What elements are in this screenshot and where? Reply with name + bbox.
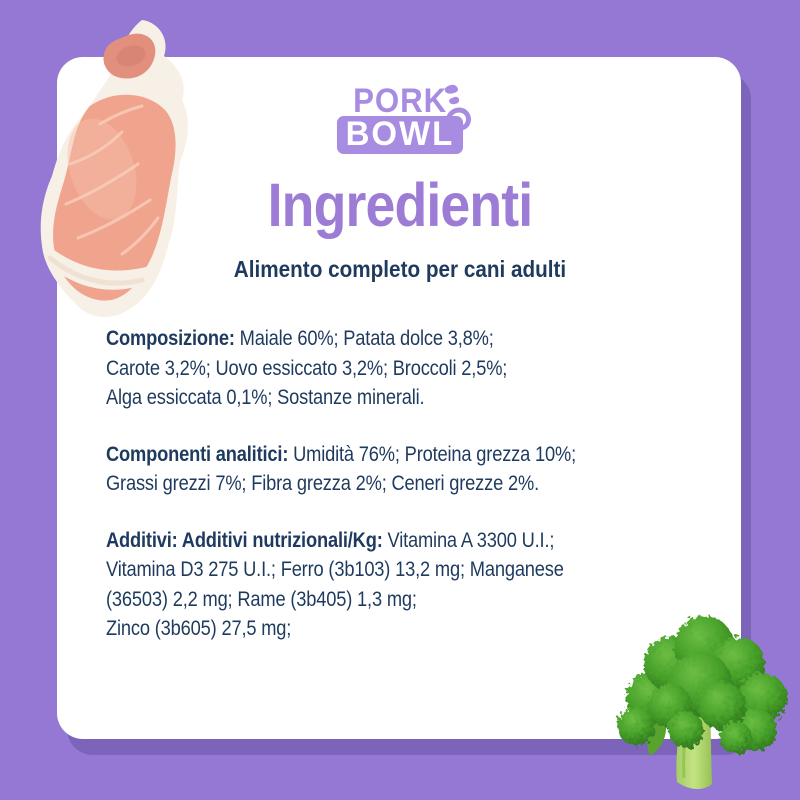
additives-paragraph: Additivi: Additivi nutrizionali/Kg: Vita…	[106, 526, 701, 644]
pork-chop-image	[40, 20, 188, 317]
pig-tail-icon	[446, 107, 471, 131]
additives-label: Additivi: Additivi nutrizionali/Kg:	[106, 527, 383, 552]
pork-bone-shadow	[116, 45, 146, 67]
pork-marbling	[64, 104, 160, 256]
pork-meat-eye	[53, 94, 176, 301]
pork-fat-band	[44, 242, 152, 290]
page-title: Ingredienti	[267, 171, 534, 239]
ingredients-text: Composizione: Maiale 60%; Patata dolce 3…	[106, 324, 701, 671]
analytics-label: Componenti analitici:	[106, 441, 289, 466]
pork-top-meat	[103, 33, 156, 79]
page-subtitle: Alimento completo per cani adulti	[233, 256, 567, 282]
broccoli-image	[617, 616, 787, 790]
additives-text: Vitamina A 3300 U.I.; Vitamina D3 275 U.…	[106, 527, 564, 641]
composition-label: Composizione:	[106, 326, 235, 350]
broccoli-floret-texture	[617, 616, 787, 754]
analytics-text: Umidità 76%; Proteina grezza 10%; Grassi…	[106, 441, 577, 496]
logo-splash-icon	[444, 84, 460, 105]
composition-text: Maiale 60%; Patata dolce 3,8%; Carote 3,…	[106, 326, 508, 409]
composition-paragraph: Composizione: Maiale 60%; Patata dolce 3…	[106, 324, 701, 413]
analytics-paragraph: Componenti analitici: Umidità 76%; Prote…	[106, 440, 701, 499]
pork-fat-band-shade	[47, 255, 145, 286]
